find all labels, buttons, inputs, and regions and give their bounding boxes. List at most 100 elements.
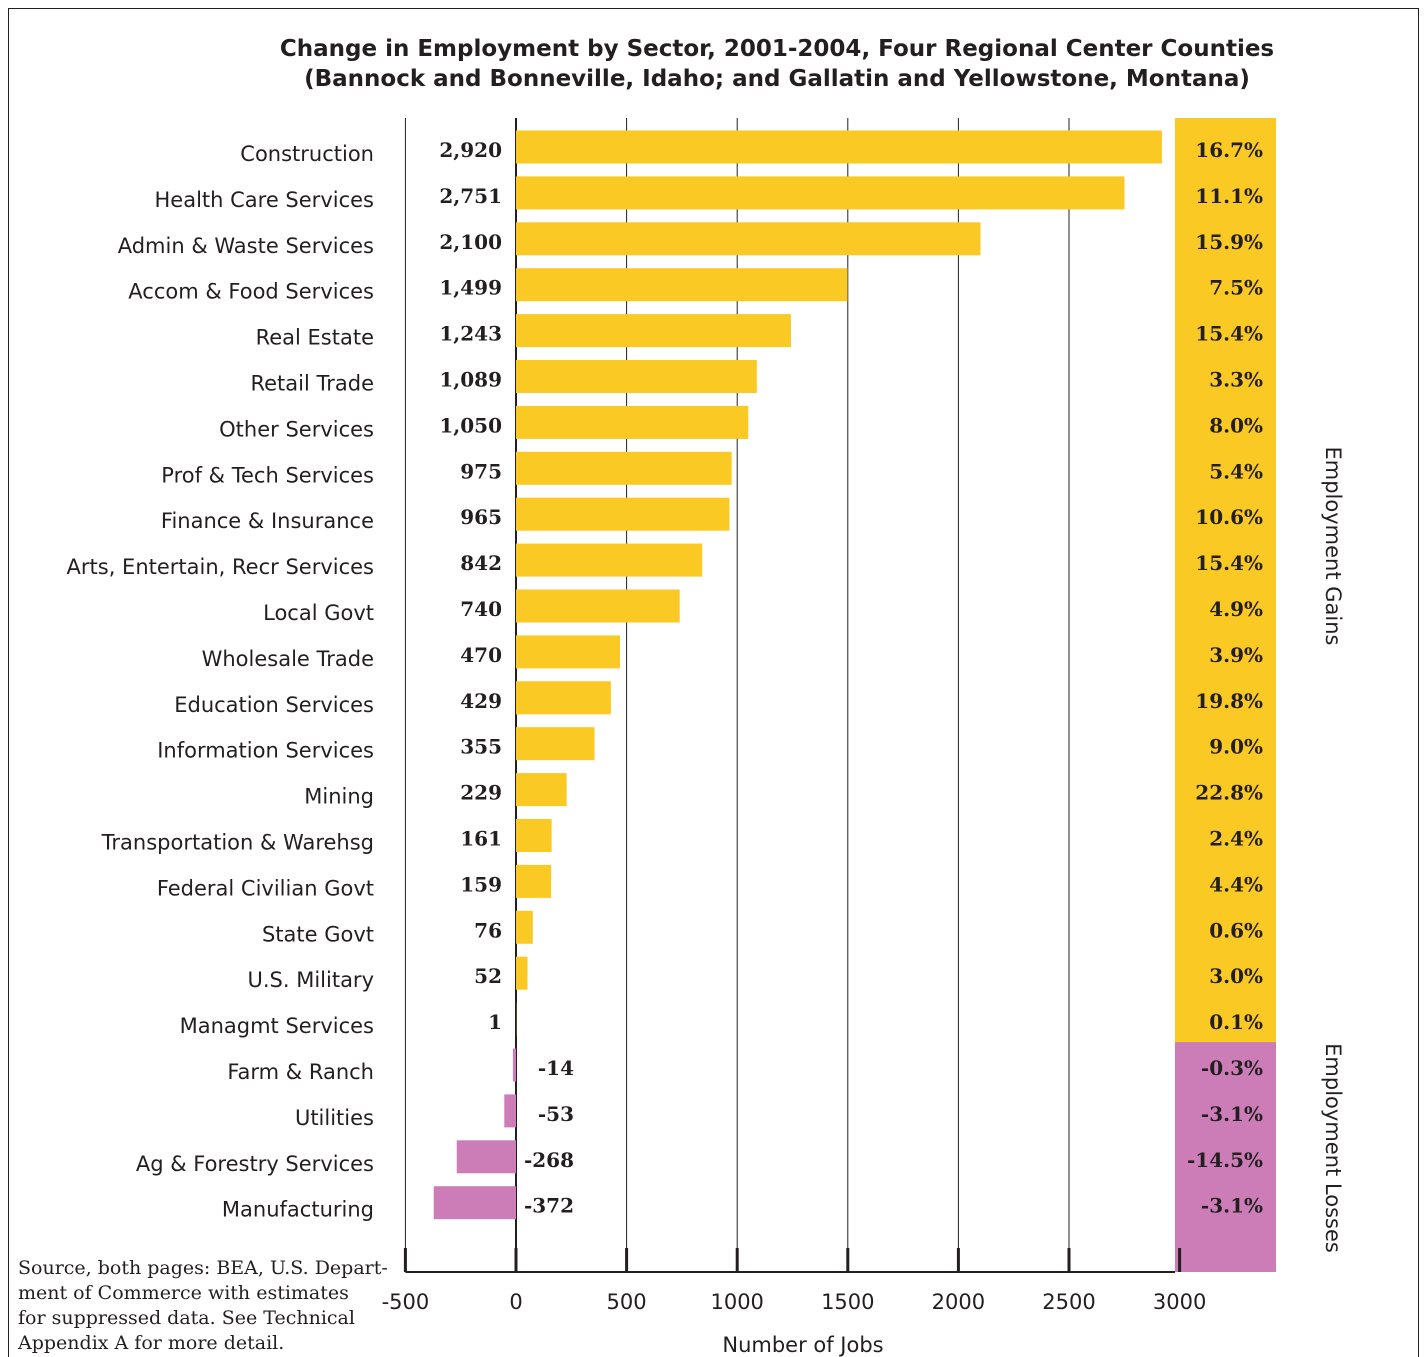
- category-label: State Govt: [262, 922, 374, 946]
- percent-label: 0.6%: [1209, 918, 1263, 942]
- value-label: 2,920: [439, 138, 502, 162]
- x-axis: -500 0 500 1000 1500 2000 2500 3000: [382, 1248, 1206, 1314]
- bar: [516, 222, 981, 256]
- bar: [516, 910, 533, 944]
- bar: [516, 773, 567, 807]
- category-label: Construction: [240, 142, 374, 166]
- bar: [456, 1140, 516, 1174]
- x-tick-label: 2500: [1042, 1290, 1095, 1314]
- bar: [516, 314, 791, 348]
- value-label: -268: [524, 1148, 574, 1172]
- bar: [516, 360, 757, 393]
- category-label: Transportation & Warehsg: [101, 831, 374, 855]
- category-label: Managmt Services: [180, 1014, 374, 1038]
- percent-change-panel: [1175, 118, 1276, 1272]
- percent-label: 16.7%: [1195, 138, 1263, 162]
- percent-label: -14.5%: [1187, 1148, 1263, 1172]
- x-tick-label: 3000: [1153, 1290, 1206, 1314]
- category-label: Other Services: [219, 417, 374, 441]
- category-label: Local Govt: [263, 601, 374, 625]
- value-label: 965: [460, 505, 502, 529]
- category-label: Arts, Entertain, Recr Services: [67, 555, 374, 579]
- bar: [516, 681, 611, 715]
- category-label: Wholesale Trade: [202, 647, 374, 671]
- source-line: Appendix A for more detail.: [18, 1332, 285, 1354]
- bar: [516, 589, 680, 623]
- value-label: 159: [460, 872, 502, 896]
- percent-label: 19.8%: [1195, 689, 1263, 713]
- bar: [516, 543, 703, 577]
- value-label: 76: [474, 918, 502, 942]
- percent-label: 5.4%: [1209, 459, 1263, 483]
- category-label: Retail Trade: [250, 372, 374, 396]
- value-label: 470: [460, 643, 502, 667]
- category-label: Federal Civilian Govt: [157, 876, 374, 900]
- chart-frame: [8, 8, 1419, 1357]
- value-label: 1,050: [439, 413, 502, 437]
- value-label: 1: [488, 1010, 502, 1034]
- percent-label: 9.0%: [1209, 735, 1263, 759]
- percent-label: -0.3%: [1201, 1056, 1263, 1080]
- value-label: 229: [460, 781, 502, 805]
- x-tick-label: 1000: [710, 1290, 763, 1314]
- value-label: 355: [460, 735, 502, 759]
- category-label: Accom & Food Services: [128, 280, 374, 304]
- percent-label: 4.4%: [1209, 872, 1263, 896]
- bar: [504, 1094, 516, 1128]
- category-label: Manufacturing: [222, 1198, 374, 1222]
- category-label: Real Estate: [256, 326, 374, 350]
- percent-label: 2.4%: [1209, 827, 1263, 851]
- percent-label: 4.9%: [1209, 597, 1263, 621]
- bars: [433, 130, 1162, 1220]
- value-label: 975: [460, 459, 502, 483]
- percent-label: 15.9%: [1195, 230, 1263, 254]
- x-tick-label: 2000: [932, 1290, 985, 1314]
- value-label: 1,089: [439, 368, 502, 392]
- value-label: 2,751: [439, 184, 502, 208]
- category-label: Farm & Ranch: [227, 1060, 374, 1084]
- category-label: Utilities: [295, 1106, 374, 1130]
- group-label-losses: Employment Losses: [1321, 1043, 1345, 1253]
- percent-label: 3.0%: [1209, 964, 1263, 988]
- category-label: U.S. Military: [247, 968, 374, 992]
- source-line: ment of Commerce with estimates: [18, 1282, 349, 1304]
- value-label: -14: [538, 1056, 574, 1080]
- bar: [516, 176, 1125, 210]
- x-tick-label: 1500: [821, 1290, 874, 1314]
- bar: [516, 497, 730, 531]
- bar: [516, 819, 552, 852]
- value-label: 842: [460, 551, 502, 575]
- bar: [516, 451, 732, 485]
- bar: [516, 268, 848, 302]
- x-axis-label: Number of Jobs: [722, 1333, 883, 1357]
- x-tick-label: 0: [509, 1290, 522, 1314]
- percent-label: 11.1%: [1195, 184, 1263, 208]
- percent-label: 22.8%: [1195, 781, 1263, 805]
- category-label: Information Services: [157, 739, 374, 763]
- category-label: Education Services: [174, 693, 374, 717]
- bar: [512, 1048, 516, 1082]
- value-label: 161: [460, 827, 502, 851]
- percent-label: 3.3%: [1209, 368, 1263, 392]
- chart-subtitle: (Bannock and Bonneville, Idaho; and Gall…: [304, 66, 1250, 92]
- category-label: Prof & Tech Services: [161, 463, 374, 487]
- value-label: 429: [460, 689, 502, 713]
- bar: [516, 130, 1162, 164]
- percent-label: 10.6%: [1195, 505, 1263, 529]
- category-label: Ag & Forestry Services: [136, 1152, 374, 1176]
- bar: [516, 956, 528, 990]
- category-label: Health Care Services: [155, 188, 375, 212]
- percent-label: 15.4%: [1195, 551, 1263, 575]
- source-note: Source, both pages: BEA, U.S. Depart- me…: [18, 1256, 390, 1356]
- category-label: Finance & Insurance: [161, 509, 374, 533]
- bar: [516, 864, 552, 898]
- percent-label: 3.9%: [1209, 643, 1263, 667]
- value-label: 740: [460, 597, 502, 621]
- bar: [516, 405, 749, 439]
- category-label: Mining: [304, 785, 374, 809]
- value-label: 2,100: [439, 230, 502, 254]
- group-label-gains: Employment Gains: [1321, 447, 1345, 646]
- bar: [516, 635, 620, 669]
- x-tick-label: 500: [607, 1290, 647, 1314]
